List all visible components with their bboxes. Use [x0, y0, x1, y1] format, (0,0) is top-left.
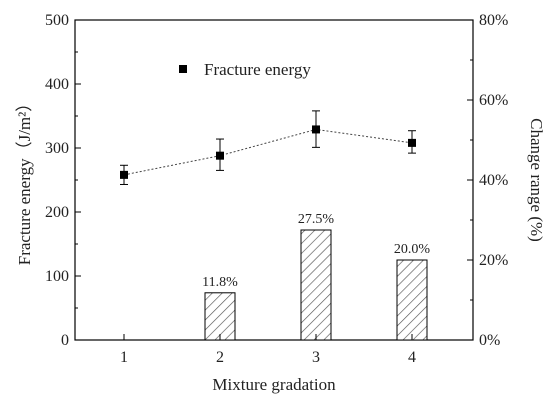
x-tick-label: 3	[312, 349, 320, 366]
legend-marker	[179, 65, 187, 73]
y-left-tick-label: 300	[45, 140, 69, 157]
y-left-tick-label: 500	[45, 12, 69, 29]
y-right-tick-label: 80%	[479, 12, 508, 29]
line-layer	[120, 110, 416, 185]
x-tick-label: 1	[120, 349, 128, 366]
y-right-tick-label: 20%	[479, 252, 508, 269]
y-right-tick-label: 60%	[479, 92, 508, 109]
y-left-tick-label: 100	[45, 268, 69, 285]
data-point	[312, 125, 320, 134]
bar-data-label: 11.8%	[202, 275, 238, 290]
bar-data-label: 20.0%	[394, 242, 431, 257]
x-tick-label: 2	[216, 349, 224, 366]
series-line	[123, 128, 413, 176]
y-left-tick-label: 200	[45, 204, 69, 221]
bar	[300, 229, 332, 341]
x-tick-label: 4	[408, 349, 416, 366]
y-left-tick-label: 400	[45, 76, 69, 93]
y-axis-title-right: Change range (%)	[527, 118, 546, 242]
x-axis-title: Mixture gradation	[212, 375, 336, 394]
bar	[396, 259, 428, 341]
ticks-layer: 0 100 200 300 400 500 0% 20% 40% 60% 80% 1 2 3 4	[45, 12, 508, 366]
bar	[204, 292, 236, 341]
y-right-tick-label: 40%	[479, 172, 508, 189]
y-left-tick-label: 0	[61, 332, 69, 349]
bar-data-label: 27.5%	[298, 212, 335, 227]
legend: Fracture energy	[179, 60, 311, 79]
data-point	[120, 170, 128, 179]
data-point	[216, 151, 224, 160]
bars-layer: 11.8% 27.5% 20.0%	[202, 212, 431, 341]
data-point	[408, 138, 416, 147]
y-right-tick-label: 0%	[479, 332, 500, 349]
legend-label: Fracture energy	[204, 60, 311, 79]
y-axis-title-left: Fracture energy（J/m²）	[15, 95, 34, 266]
